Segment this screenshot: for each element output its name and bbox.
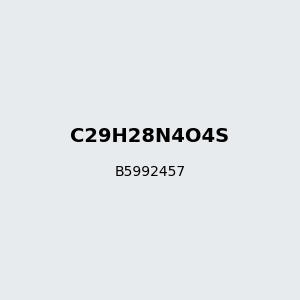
Text: B5992457: B5992457 bbox=[114, 165, 186, 178]
Text: C29H28N4O4S: C29H28N4O4S bbox=[70, 127, 230, 146]
